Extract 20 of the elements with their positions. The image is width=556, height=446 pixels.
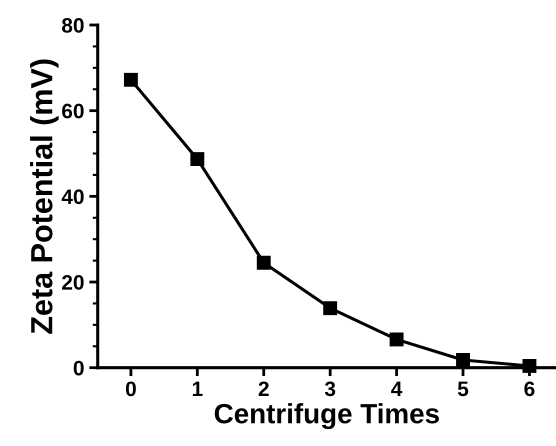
x-tick-label: 0	[126, 381, 136, 396]
point	[256, 256, 271, 270]
point	[190, 152, 204, 166]
x-tick-label: 3	[324, 381, 336, 396]
x-axis-title: Centrifuge Times	[214, 403, 439, 430]
y-axis-title: Zeta Potential (mV)	[30, 59, 59, 334]
y-tick-label: 0	[74, 360, 84, 376]
x-tick-label: 4	[391, 382, 402, 396]
y-tick-label: 40	[62, 189, 84, 204]
y-tick-label: 20	[62, 275, 84, 290]
point	[124, 72, 138, 87]
point	[390, 332, 404, 346]
point	[323, 301, 338, 316]
point	[456, 353, 470, 367]
x-tick-label: 1	[192, 382, 203, 396]
x-tick-label: 6	[524, 381, 534, 396]
y-tick-label: 60	[62, 104, 84, 118]
x-tick-label: 5	[458, 382, 468, 396]
x-tick-label: 2	[258, 381, 269, 396]
y-tick-label: 80	[62, 18, 84, 33]
